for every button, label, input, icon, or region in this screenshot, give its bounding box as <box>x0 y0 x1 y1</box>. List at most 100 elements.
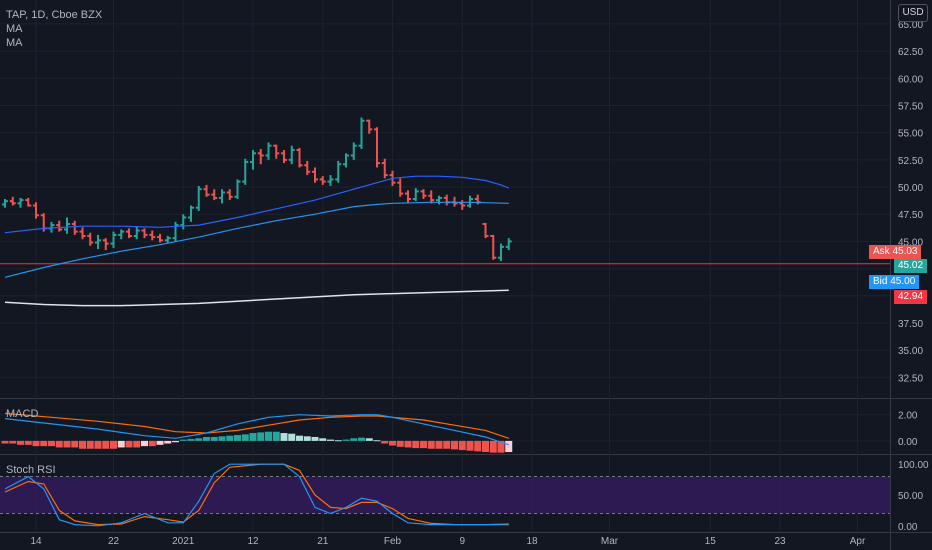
ohlc-bar <box>126 228 132 239</box>
macd-histogram-bar <box>435 440 443 449</box>
ohlc-bar <box>64 217 70 234</box>
mid-tag: 45.02 <box>894 259 928 273</box>
ohlc-bar <box>56 220 63 232</box>
macd-histogram-bar <box>505 440 513 453</box>
macd-pane[interactable] <box>1 412 513 453</box>
time-tick-label: 2021 <box>172 536 195 547</box>
ohlc-bar <box>296 147 303 168</box>
time-tick-label: 12 <box>247 536 259 547</box>
ohlc-bar <box>343 153 349 168</box>
time-tick-label: 22 <box>108 536 120 547</box>
ohlc-bar <box>79 227 86 240</box>
macd-histogram-bar <box>40 440 48 447</box>
price-tick-label: 50.00 <box>898 183 923 194</box>
ohlc-bar <box>226 189 233 201</box>
ohlc-bar <box>304 160 311 176</box>
macd-histogram-bar <box>234 435 241 441</box>
macd-histogram-bar <box>148 440 156 447</box>
time-tick-label: 14 <box>30 536 42 547</box>
macd-histogram-bar <box>249 433 257 441</box>
macd-histogram-bar <box>420 440 427 449</box>
price-tick-label: 45.00 <box>898 237 923 248</box>
macd-histogram-bar <box>365 438 373 441</box>
macd-histogram-bar <box>218 436 226 441</box>
macd-histogram-bar <box>55 440 63 448</box>
macd-histogram-bar <box>210 436 218 441</box>
ohlc-bar <box>87 232 94 246</box>
macd-histogram-bar <box>451 440 458 450</box>
macd-histogram-bar <box>94 440 102 449</box>
ohlc-bar <box>265 142 272 160</box>
ohlc-bar <box>358 117 365 149</box>
time-tick-label: 23 <box>774 536 786 547</box>
macd-histogram-bar <box>257 432 265 441</box>
ohlc-bar <box>25 197 32 207</box>
time-tick-label: 15 <box>705 536 717 547</box>
macd-histogram-bar <box>102 440 110 449</box>
macd-histogram-bar <box>110 440 117 449</box>
mid-value: 45.02 <box>898 260 924 271</box>
ohlc-bar <box>234 179 241 199</box>
ohlc-bar <box>412 188 419 202</box>
macd-histogram-bar <box>17 440 24 445</box>
macd-histogram-bar <box>497 440 505 453</box>
stoch-tick-label: 0.00 <box>898 522 918 533</box>
macd-histogram-bar <box>133 440 141 448</box>
stoch-rsi-pane[interactable] <box>0 463 890 527</box>
macd-legend[interactable]: MACD <box>6 408 39 420</box>
macd-histogram-bar <box>342 439 350 441</box>
bid-label: Bid <box>873 276 888 287</box>
macd-histogram-bar <box>79 440 86 449</box>
stoch-rsi-legend[interactable]: Stoch RSI <box>6 464 56 476</box>
macd-histogram-bar <box>71 440 79 448</box>
ohlc-bar <box>366 119 373 134</box>
macd-histogram-bar <box>489 440 497 453</box>
price-tick-label: 55.00 <box>898 129 923 140</box>
macd-histogram-bar <box>396 440 404 447</box>
macd-histogram-bar <box>334 440 342 442</box>
macd-histogram-bar <box>303 436 311 441</box>
ma-legend-2[interactable]: MA <box>6 37 23 49</box>
time-tick-label: 21 <box>317 536 329 547</box>
macd-histogram-bar <box>311 436 319 441</box>
macd-tick-label: 2.00 <box>898 411 918 422</box>
ohlc-bar <box>319 176 326 185</box>
ohlc-bar <box>350 142 357 160</box>
ohlc-bar <box>157 233 163 243</box>
bid-tag: Bid 45.00 <box>869 275 920 289</box>
ask-tag: Ask 45.03 <box>869 245 922 259</box>
symbol-legend[interactable]: TAP, 1D, Cboe BZX <box>6 9 103 21</box>
ohlc-bar <box>133 226 140 240</box>
macd-histogram-bar <box>203 436 210 441</box>
ohlc-bar <box>505 238 512 251</box>
macd-histogram-bar <box>443 440 451 449</box>
ohlc-bar <box>71 220 78 235</box>
ohlc-bar <box>195 185 202 211</box>
ma-legend-1[interactable]: MA <box>6 23 23 35</box>
macd-histogram-bar <box>327 439 334 441</box>
macd-histogram-bar <box>226 435 234 441</box>
ohlc-bar <box>405 190 411 204</box>
macd-histogram-bar <box>288 433 296 441</box>
macd-histogram-bar <box>117 440 125 448</box>
macd-histogram-bar <box>280 433 288 441</box>
macd-histogram-bar <box>466 440 474 451</box>
ohlc-bar <box>327 175 334 186</box>
macd-histogram-bar <box>86 440 94 449</box>
macd-histogram-bar <box>272 431 280 441</box>
macd-line <box>4 414 509 446</box>
macd-histogram-bar <box>156 440 164 445</box>
ohlc-bar <box>273 144 280 159</box>
ohlc-bar <box>211 189 218 201</box>
macd-histogram-bar <box>141 440 148 447</box>
currency-badge[interactable]: USD <box>898 4 928 22</box>
macd-histogram-bar <box>474 440 482 452</box>
price-pane[interactable] <box>0 117 890 307</box>
price-axis[interactable]: 65.00 62.50 60.00 57.50 55.00 52.50 50.00 47.50… <box>30 20 929 547</box>
ohlc-bar <box>335 160 342 183</box>
ma-slow-line <box>4 201 509 278</box>
ohlc-bar <box>102 238 109 251</box>
ohlc-bar <box>219 189 225 204</box>
macd-histogram-bar <box>412 440 420 449</box>
